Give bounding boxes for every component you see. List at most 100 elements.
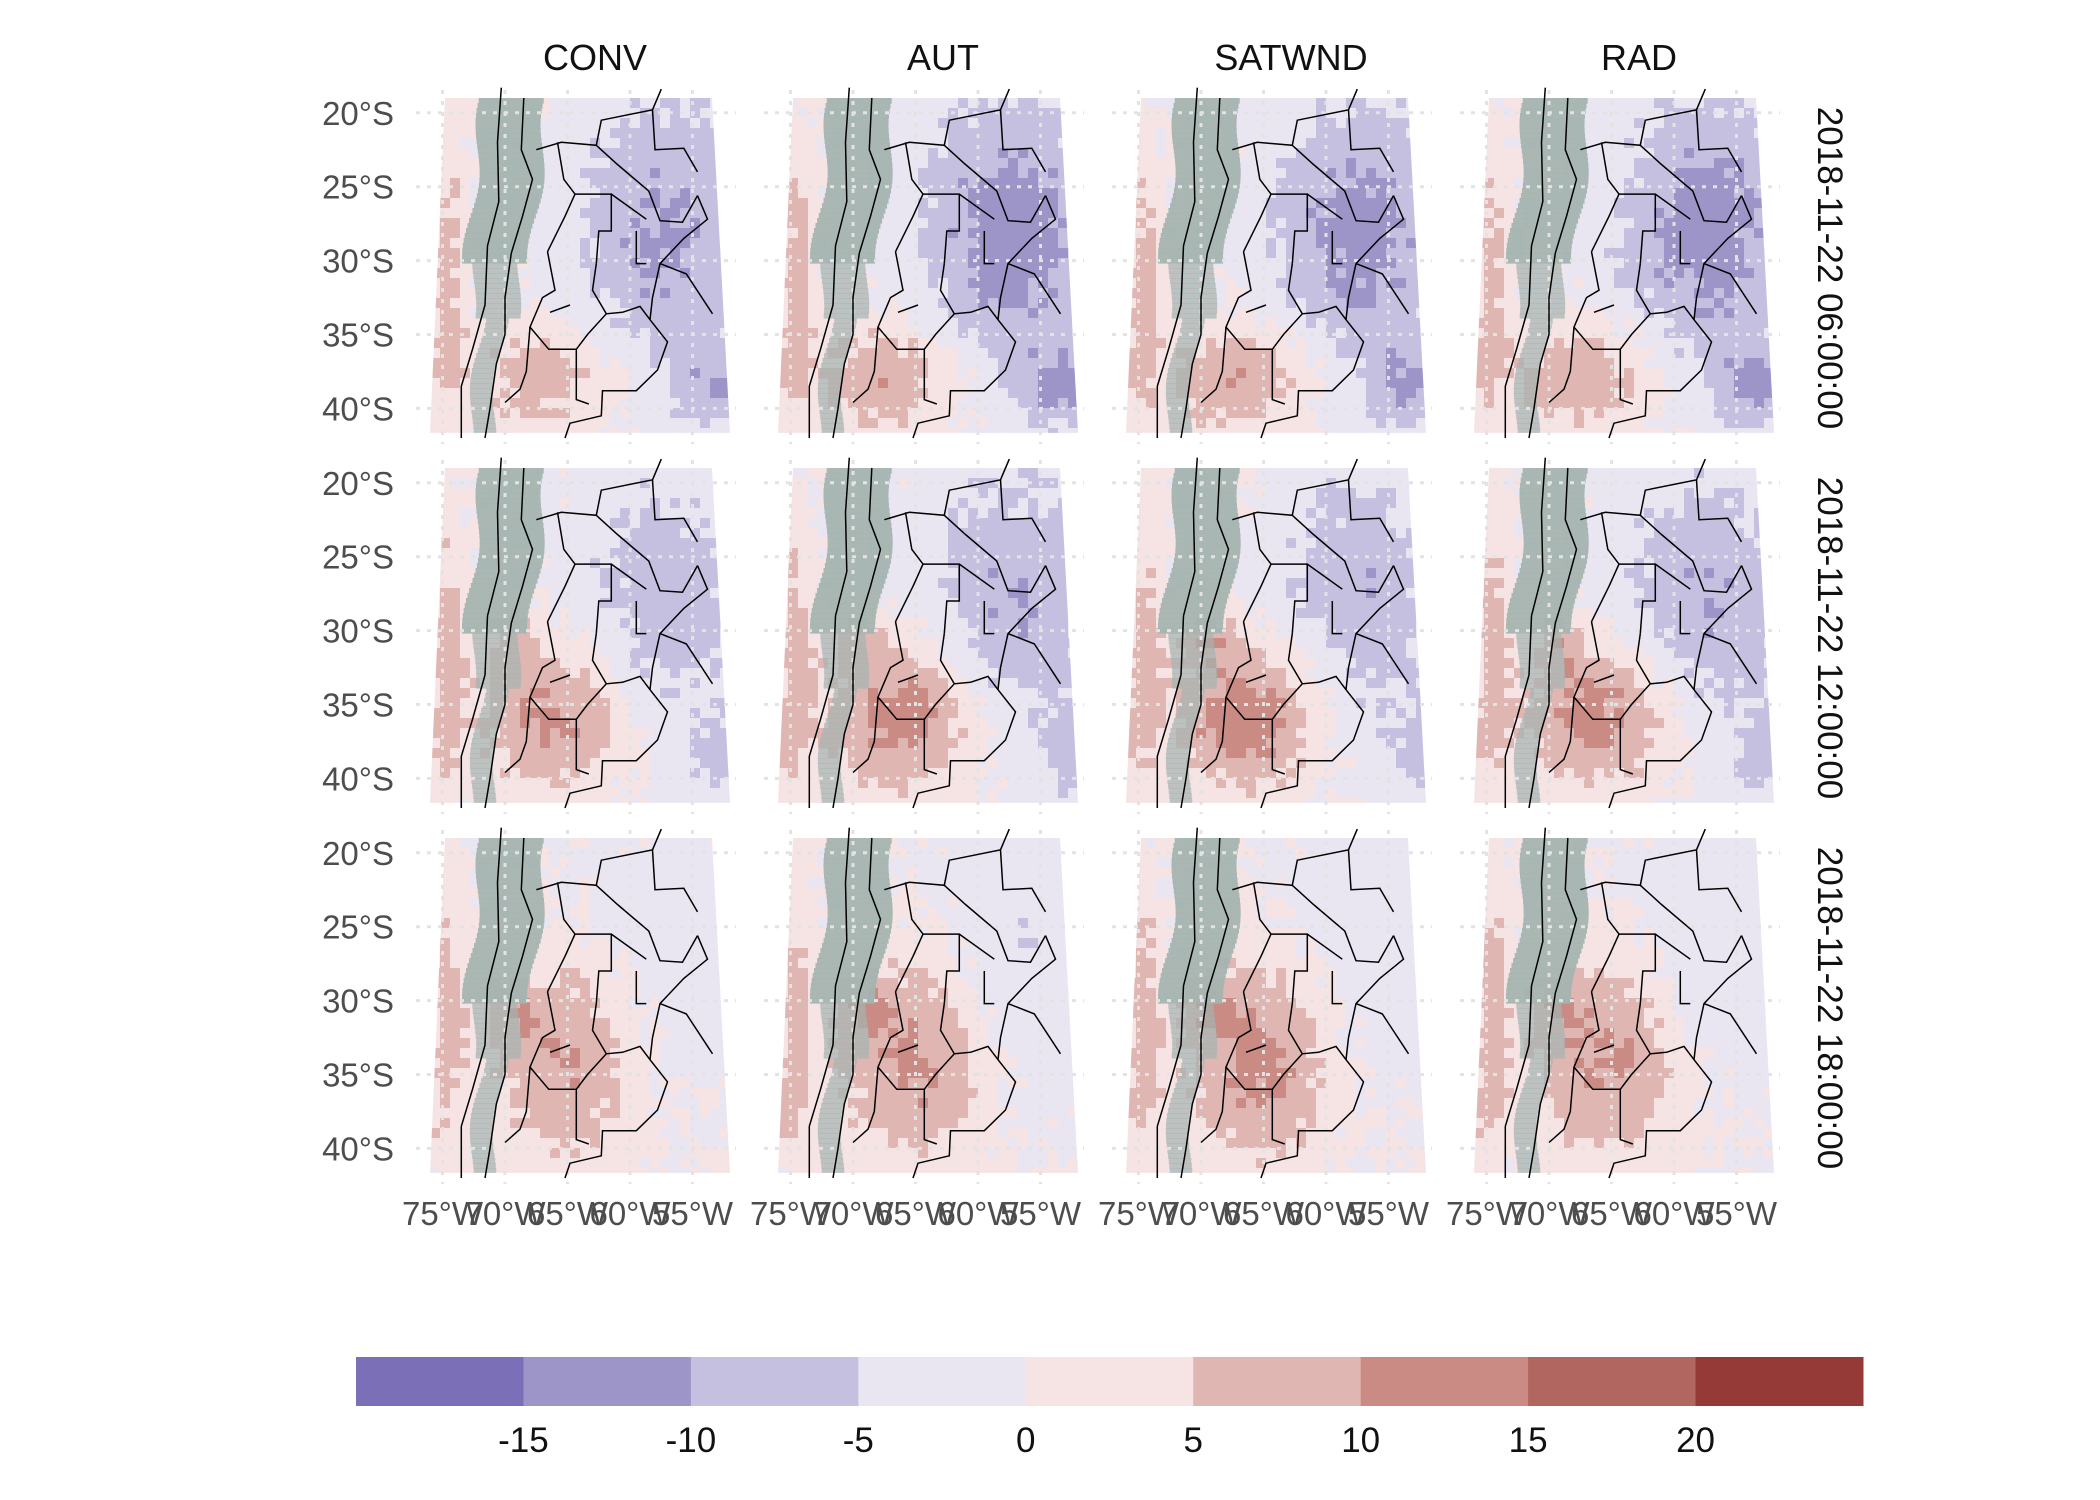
field-cell: [700, 598, 711, 609]
field-cell: [610, 598, 621, 609]
field-cell: [1764, 248, 1774, 259]
field-cell: [650, 328, 661, 339]
field-cell: [1654, 228, 1665, 239]
field-cell: [1544, 368, 1555, 379]
field-cell: [700, 188, 711, 199]
field-cell: [1038, 278, 1049, 289]
field-cell: [690, 208, 701, 219]
field-cell: [670, 538, 681, 549]
topography-cell: [817, 393, 841, 399]
field-cell: [888, 428, 899, 433]
field-cell: [1674, 178, 1685, 189]
field-cell: [808, 408, 819, 419]
field-cell: [600, 98, 611, 109]
field-cell: [1326, 278, 1337, 289]
field-cell: [978, 328, 989, 339]
field-cell: [590, 348, 601, 359]
field-cell: [1624, 158, 1635, 169]
field-cell: [958, 168, 969, 179]
field-cell: [1484, 378, 1495, 389]
field-cell: [430, 538, 441, 549]
topography-cell: [1523, 168, 1589, 174]
field-cell: [788, 128, 799, 139]
field-cell: [1714, 318, 1725, 329]
field-cell: [1048, 238, 1059, 249]
field-cell: [710, 358, 721, 369]
field-cell: [1008, 418, 1019, 429]
field-cell: [1674, 238, 1685, 249]
field-cell: [540, 128, 551, 139]
field-cell: [1326, 258, 1337, 269]
field-cell: [690, 478, 701, 489]
field-cell: [1644, 208, 1655, 219]
field-cell: [1704, 228, 1715, 239]
field-cell: [1474, 328, 1485, 339]
field-cell: [590, 198, 601, 209]
field-cell: [1326, 98, 1337, 109]
field-cell: [660, 518, 671, 529]
field-cell: [600, 428, 611, 433]
field-cell: [600, 258, 611, 269]
field-cell: [1038, 338, 1049, 349]
field-cell: [798, 368, 809, 379]
field-cell: [958, 128, 969, 139]
border-line: [504, 327, 531, 404]
field-cell: [710, 378, 721, 389]
field-cell: [998, 368, 1009, 379]
field-cell: [620, 278, 631, 289]
field-cell: [1156, 148, 1167, 159]
field-cell: [1396, 288, 1407, 299]
field-cell: [1554, 348, 1565, 359]
field-cell: [1018, 308, 1029, 319]
field-cell: [1624, 208, 1635, 219]
field-cell: [570, 98, 581, 109]
field-cell: [1038, 108, 1049, 119]
field-cell: [908, 238, 919, 249]
field-cell: [570, 238, 581, 249]
field-cell: [1276, 428, 1287, 433]
field-cell: [660, 498, 671, 509]
field-cell: [450, 268, 461, 279]
field-cell: [700, 118, 711, 129]
field-cell: [650, 398, 661, 409]
field-cell: [1326, 228, 1337, 239]
field-cell: [1156, 328, 1167, 339]
field-cell: [660, 178, 671, 189]
field-cell: [978, 168, 989, 179]
field-cell: [868, 388, 879, 399]
field-cell: [898, 118, 909, 129]
field-cell: [450, 468, 461, 479]
field-cell: [988, 428, 999, 433]
field-cell: [1704, 108, 1715, 119]
field-cell: [450, 298, 461, 309]
field-cell: [580, 288, 591, 299]
field-cell: [1754, 178, 1765, 189]
field-cell: [908, 228, 919, 239]
field-cell: [660, 628, 671, 639]
field-cell: [1684, 98, 1695, 109]
field-cell: [660, 348, 671, 359]
topography-cell: [1171, 113, 1237, 119]
field-cell: [838, 378, 849, 389]
topography-cell: [1175, 343, 1198, 349]
border-line: [912, 319, 1017, 439]
field-cell: [1376, 258, 1387, 269]
field-cell: [1604, 268, 1615, 279]
field-cell: [1754, 318, 1765, 329]
field-cell: [1704, 238, 1715, 249]
field-cell: [898, 258, 909, 269]
field-cell: [808, 288, 819, 299]
field-cell: [1614, 308, 1625, 319]
topography-cell: [471, 408, 494, 414]
field-cell: [1396, 408, 1407, 419]
field-cell: [1028, 278, 1039, 289]
field-cell: [1704, 378, 1715, 389]
field-cell: [700, 268, 711, 279]
field-cell: [888, 118, 899, 129]
field-cell: [1494, 228, 1505, 239]
field-cell: [440, 558, 451, 569]
field-cell: [1416, 348, 1426, 359]
field-cell: [1684, 138, 1695, 149]
field-cell: [948, 98, 959, 109]
field-cell: [1634, 418, 1645, 429]
